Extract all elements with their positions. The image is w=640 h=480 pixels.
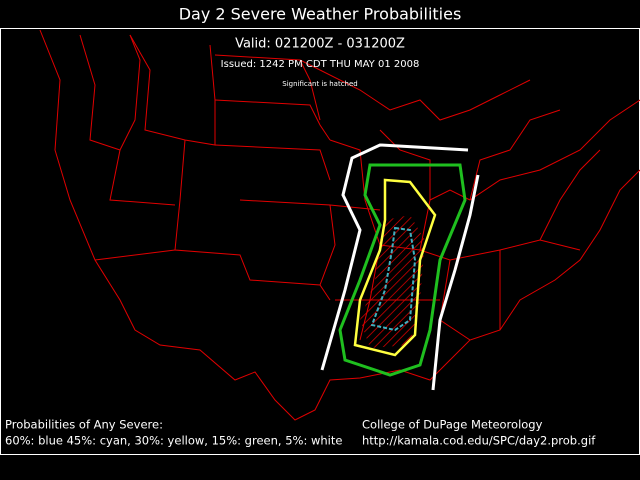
issued-time: Issued: 1242 PM CDT THU MAY 01 2008: [221, 59, 420, 70]
title: Day 2 Severe Weather Probabilities: [179, 5, 462, 24]
valid-time: Valid: 021200Z - 031200Z: [235, 37, 405, 52]
contour-5: [320, 143, 469, 371]
outlook-contours: [320, 143, 480, 391]
contour-45: [370, 226, 417, 332]
credit-name: College of DuPage Meteorology: [362, 418, 543, 432]
legend-heading: Probabilities of Any Severe:: [5, 418, 163, 432]
contour-15: [338, 163, 467, 377]
state-borders: [39, 29, 640, 421]
hatch-note: Significant is hatched: [282, 80, 358, 88]
legend-text: 60%: blue 45%: cyan, 30%: yellow, 15%: g…: [5, 434, 342, 448]
credit-url: http://kamala.cod.edu/SPC/day2.prob.gif: [362, 434, 596, 448]
contour-30: [353, 178, 437, 357]
contour-5: [431, 174, 480, 391]
